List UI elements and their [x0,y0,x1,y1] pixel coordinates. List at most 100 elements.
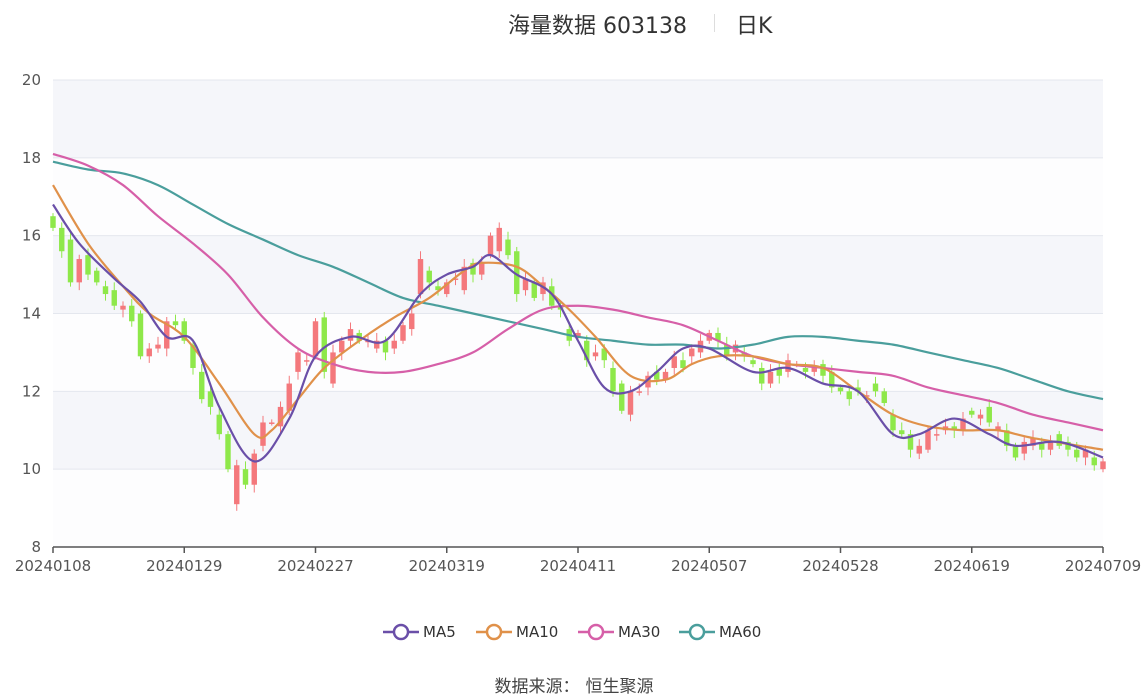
candle-body[interactable] [120,305,126,310]
candle-body[interactable] [846,391,852,400]
candle-body[interactable] [242,469,249,485]
candle-body[interactable] [636,391,642,393]
candle-body[interactable] [505,239,511,256]
candle-body[interactable] [417,259,424,295]
candle-body[interactable] [155,344,161,349]
candle-body[interactable] [50,216,56,228]
candle-body[interactable] [1074,449,1080,458]
candle-body[interactable] [1056,434,1062,446]
candle-body[interactable] [409,313,415,330]
candle-body[interactable] [1039,441,1045,450]
candle-body[interactable] [461,266,467,291]
candle-body[interactable] [374,340,380,349]
candle-body[interactable] [1047,441,1054,450]
candle-body[interactable] [295,352,301,372]
candle-body[interactable] [190,344,196,368]
candle-body[interactable] [234,465,240,505]
candle-body[interactable] [277,406,284,427]
candle-body[interactable] [382,340,389,353]
candle-body[interactable] [400,325,406,341]
candle-body[interactable] [960,418,966,431]
candle-body[interactable] [715,332,721,341]
candle-body[interactable] [260,422,266,446]
candle-body[interactable] [164,321,170,349]
candle-body[interactable] [391,340,397,349]
candle-body[interactable] [286,383,292,411]
candle-body[interactable] [724,344,730,357]
candle-body[interactable] [951,426,957,431]
candle-body[interactable] [181,321,187,341]
candle-body[interactable] [627,391,634,415]
candle-body[interactable] [426,270,432,283]
candle-body[interactable] [199,371,205,400]
candle-body[interactable] [855,387,861,392]
candle-body[interactable] [890,414,896,431]
candle-body[interactable] [741,352,747,357]
candle-body[interactable] [925,430,931,450]
candle-body[interactable] [67,239,74,283]
candle-body[interactable] [969,410,975,415]
legend-item-ma10[interactable]: MA10 [476,620,558,644]
candle-body[interactable] [610,367,616,392]
candle-body[interactable] [76,259,82,283]
period-label[interactable]: 日K [736,14,773,39]
candle-body[interactable] [592,352,599,357]
candle-body[interactable] [216,414,222,435]
candle-body[interactable] [59,227,65,252]
candle-body[interactable] [802,367,809,372]
candle-body[interactable] [829,371,835,388]
candle-body[interactable] [584,340,590,361]
candle-body[interactable] [251,453,257,485]
candle-body[interactable] [601,348,607,361]
candle-body[interactable] [1004,430,1010,446]
candle-body[interactable] [304,360,310,362]
candle-body[interactable] [172,321,179,326]
candle-body[interactable] [225,434,231,470]
candle-body[interactable] [514,251,520,295]
candle-body[interactable] [1021,441,1027,454]
candle-body[interactable] [269,422,275,424]
candle-body[interactable] [575,332,581,337]
candle-body[interactable] [671,356,677,368]
candle-body[interactable] [750,360,756,365]
candle-body[interactable] [689,348,695,357]
candle-body[interactable] [1091,457,1097,466]
candle-body[interactable] [811,367,817,372]
candle-body[interactable] [837,387,844,392]
candle-body[interactable] [321,317,327,372]
candle-body[interactable] [820,364,826,376]
candle-body[interactable] [496,227,502,252]
candle-body[interactable] [864,395,870,397]
candle-body[interactable] [934,434,940,436]
candle-body[interactable] [995,426,1001,431]
candle-body[interactable] [435,286,441,291]
candle-body[interactable] [662,371,669,380]
candle-body[interactable] [549,286,555,306]
candle-body[interactable] [312,321,319,357]
candle-body[interactable] [94,270,100,283]
candle-body[interactable] [916,445,922,454]
candle-body[interactable] [479,262,485,275]
candle-body[interactable] [899,430,905,435]
candle-body[interactable] [487,235,494,256]
candle-body[interactable] [339,340,345,353]
candle-body[interactable] [330,352,336,384]
legend-item-ma60[interactable]: MA60 [679,620,761,644]
candle-body[interactable] [767,371,774,384]
candle-body[interactable] [881,391,887,404]
candle-body[interactable] [1012,445,1019,458]
candle-body[interactable] [452,278,459,280]
candle-body[interactable] [522,278,529,291]
candle-body[interactable] [1065,441,1071,450]
candle-body[interactable] [531,282,537,298]
candle-body[interactable] [85,255,91,275]
candle-body[interactable] [1082,449,1089,458]
candle-body[interactable] [759,367,765,384]
candle-body[interactable] [347,329,354,341]
candle-body[interactable] [1100,461,1106,470]
candle-body[interactable] [207,391,214,407]
candle-body[interactable] [776,367,782,376]
legend-item-ma30[interactable]: MA30 [578,620,660,644]
candle-body[interactable] [680,360,686,368]
candle-body[interactable] [907,434,914,450]
